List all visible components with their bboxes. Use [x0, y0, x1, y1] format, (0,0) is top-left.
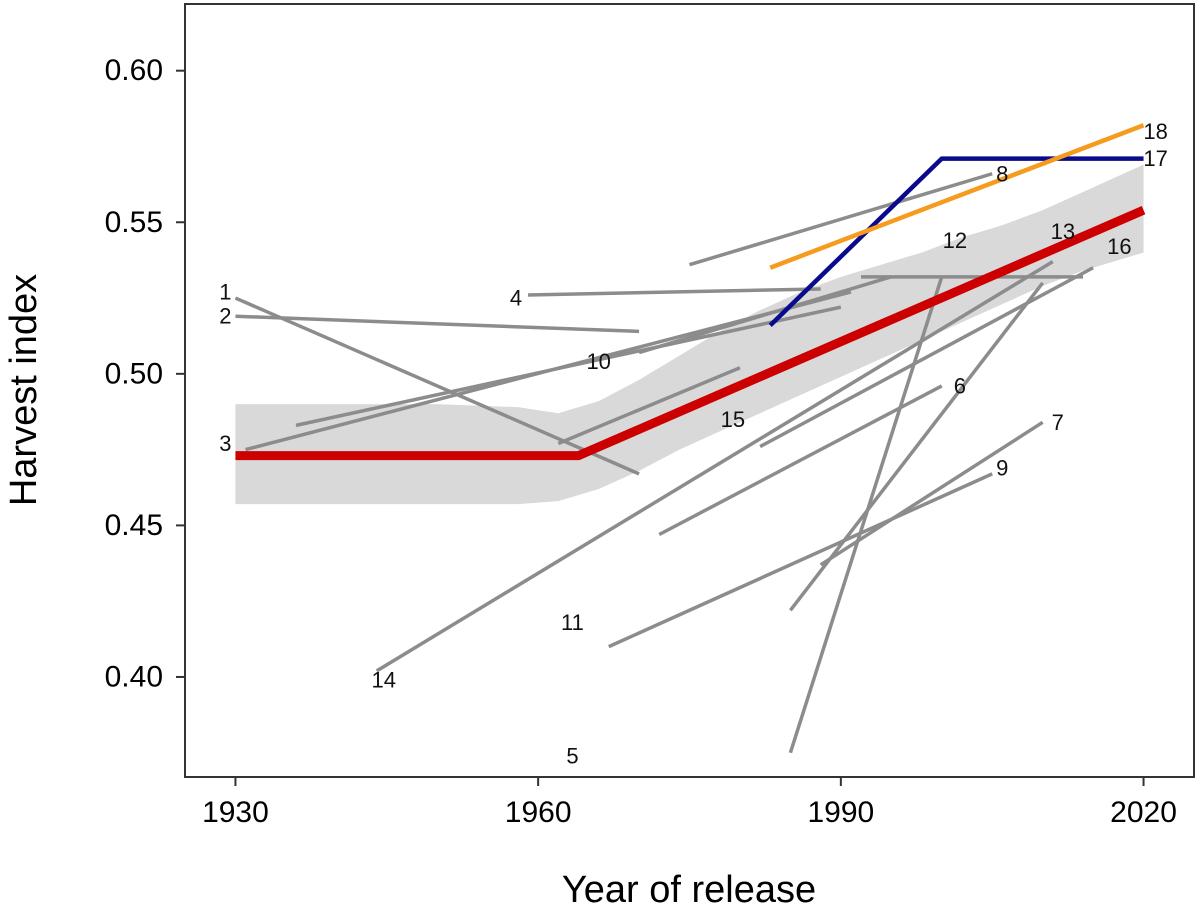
line-label-7: 7 [1052, 410, 1064, 435]
line-label-12: 12 [943, 228, 967, 253]
x-tick-label-1990: 1990 [807, 796, 874, 829]
study-line-2 [235, 314, 640, 334]
y-tick-label-0.45: 0.45 [105, 509, 163, 542]
axes-layer: 1930 1960 1990 2020 0.40 0.45 0.50 0.55 0.60 [105, 54, 1177, 829]
y-tick-label-0.6: 0.60 [105, 54, 163, 87]
study-line-12 [638, 275, 892, 355]
study-line-1 [234, 296, 640, 476]
line-label-15: 15 [721, 407, 745, 432]
study-line-11 [789, 281, 1045, 612]
study-line-6 [658, 384, 943, 537]
line-label-9: 9 [996, 455, 1008, 480]
study-line-17 [768, 156, 1144, 327]
line-label-14: 14 [372, 667, 396, 692]
line-label-16: 16 [1107, 234, 1131, 259]
line-label-17: 17 [1143, 146, 1167, 171]
line-label-3: 3 [219, 431, 231, 456]
study-line-7 [819, 420, 1044, 567]
pooled-trend-line [235, 206, 1146, 461]
y-tick-label-0.4: 0.40 [105, 660, 163, 693]
confidence-band [235, 164, 1144, 505]
line-label-13: 13 [1051, 219, 1075, 244]
study-line-10 [295, 305, 842, 428]
study-line-9 [608, 472, 993, 649]
line-label-6: 6 [954, 373, 966, 398]
line-label-8: 8 [996, 161, 1008, 186]
y-tick-label-0.5: 0.50 [105, 357, 163, 390]
line-label-10: 10 [586, 349, 610, 374]
study-line-4 [528, 287, 821, 297]
line-label-1: 1 [219, 279, 231, 304]
x-tick-label-2020: 2020 [1110, 796, 1177, 829]
study-line-16 [759, 266, 1094, 449]
study-line-18 [769, 123, 1145, 270]
study-line-15 [557, 366, 741, 446]
line-label-18: 18 [1143, 119, 1167, 144]
x-axis-title: Year of release [562, 869, 816, 911]
line-label-2: 2 [219, 304, 231, 329]
y-tick-label-0.55: 0.55 [105, 206, 163, 239]
study-line-8 [688, 172, 993, 267]
y-axis-title: Harvest index [3, 274, 45, 506]
x-tick-label-1930: 1930 [202, 796, 269, 829]
study-line-14 [375, 260, 1054, 673]
x-tick-label-1960: 1960 [505, 796, 572, 829]
line-label-4: 4 [510, 286, 522, 311]
line-label-11: 11 [561, 610, 584, 635]
series-layer [234, 123, 1146, 754]
line-label-5: 5 [566, 743, 578, 768]
plot-frame [184, 3, 1195, 778]
confidence-band-layer [235, 164, 1144, 505]
